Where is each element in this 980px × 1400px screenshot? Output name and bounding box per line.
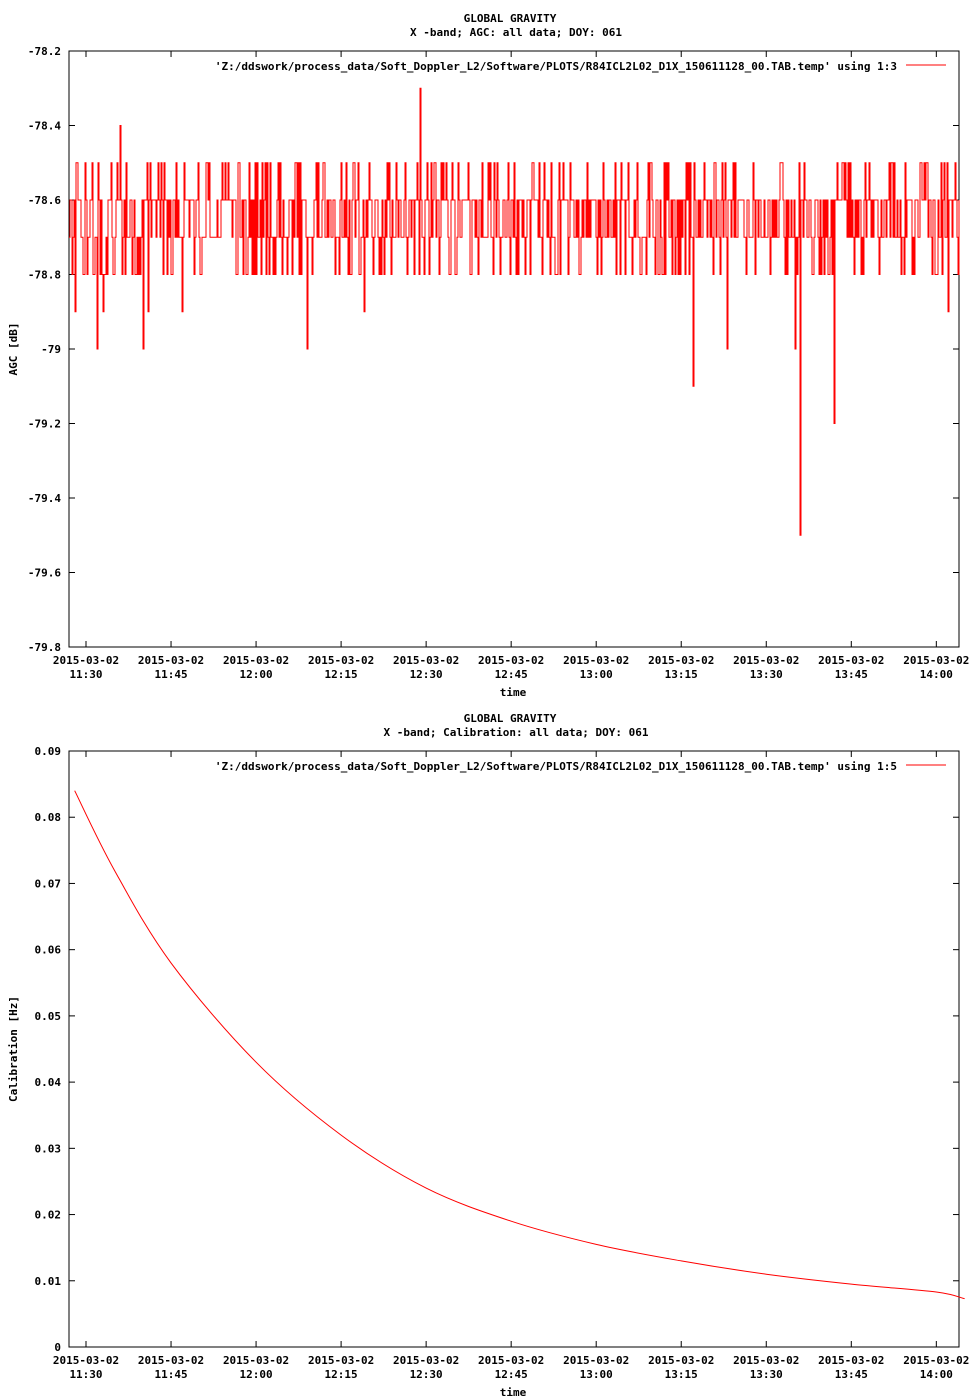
calibration-x-tick-time: 12:00 <box>240 1368 273 1381</box>
agc-x-axis: 2015-03-0211:302015-03-0211:452015-03-02… <box>53 51 969 681</box>
agc-chart-title: GLOBAL GRAVITY <box>464 12 557 25</box>
agc-x-tick-time: 13:30 <box>750 668 783 681</box>
agc-y-tick-label: -79.2 <box>28 418 61 431</box>
calibration-x-tick-time: 13:30 <box>750 1368 783 1381</box>
agc-y-axis-label: AGC [dB] <box>7 323 20 376</box>
calibration-x-tick-time: 12:45 <box>495 1368 528 1381</box>
agc-x-tick-date: 2015-03-02 <box>818 654 884 667</box>
agc-legend: 'Z:/ddswork/process_data/Soft_Doppler_L2… <box>215 60 946 73</box>
calibration-legend-label: 'Z:/ddswork/process_data/Soft_Doppler_L2… <box>215 760 897 773</box>
agc-y-tick-label: -79.4 <box>28 492 61 505</box>
calibration-series <box>74 790 965 1300</box>
calibration-y-tick-label: 0.01 <box>35 1275 62 1288</box>
calibration-x-tick-date: 2015-03-02 <box>478 1354 544 1367</box>
calibration-y-axis-label: Calibration [Hz] <box>7 996 20 1102</box>
agc-x-tick-time: 13:45 <box>835 668 868 681</box>
calibration-y-tick-label: 0.06 <box>35 944 62 957</box>
agc-x-tick-date: 2015-03-02 <box>563 654 629 667</box>
agc-y-tick-label: -78.4 <box>28 120 61 133</box>
agc-x-tick-date: 2015-03-02 <box>308 654 374 667</box>
calibration-legend: 'Z:/ddswork/process_data/Soft_Doppler_L2… <box>215 760 946 773</box>
agc-x-tick-time: 12:45 <box>495 668 528 681</box>
calibration-x-tick-date: 2015-03-02 <box>393 1354 459 1367</box>
agc-x-tick-date: 2015-03-02 <box>478 654 544 667</box>
calibration-x-tick-date: 2015-03-02 <box>138 1354 204 1367</box>
calibration-x-tick-date: 2015-03-02 <box>648 1354 714 1367</box>
agc-y-tick-label: -79.8 <box>28 641 61 654</box>
calibration-y-tick-label: 0.03 <box>35 1142 62 1155</box>
agc-x-tick-time: 12:15 <box>325 668 358 681</box>
agc-legend-label: 'Z:/ddswork/process_data/Soft_Doppler_L2… <box>215 60 897 73</box>
agc-x-axis-label: time <box>500 686 527 699</box>
agc-y-tick-label: -78.2 <box>28 45 61 58</box>
calibration-chart-title: GLOBAL GRAVITY <box>464 712 557 725</box>
calibration-chart-subtitle: X -band; Calibration: all data; DOY: 061 <box>384 726 649 739</box>
calibration-x-tick-time: 12:30 <box>410 1368 443 1381</box>
calibration-x-tick-time: 11:45 <box>154 1368 187 1381</box>
calibration-x-axis: 2015-03-0211:302015-03-0211:452015-03-02… <box>53 751 969 1381</box>
agc-x-tick-time: 13:00 <box>580 668 613 681</box>
calibration-x-tick-time: 13:45 <box>835 1368 868 1381</box>
agc-x-tick-date: 2015-03-02 <box>733 654 799 667</box>
calibration-x-tick-time: 13:15 <box>665 1368 698 1381</box>
calibration-series-line <box>74 790 965 1300</box>
calibration-y-tick-label: 0.04 <box>35 1076 62 1089</box>
agc-x-tick-date: 2015-03-02 <box>53 654 119 667</box>
calibration-x-tick-date: 2015-03-02 <box>733 1354 799 1367</box>
calibration-x-tick-date: 2015-03-02 <box>53 1354 119 1367</box>
agc-y-tick-label: -79 <box>41 343 61 356</box>
calibration-y-tick-label: 0.07 <box>35 877 62 890</box>
calibration-y-tick-label: 0.09 <box>35 745 62 758</box>
agc-x-tick-date: 2015-03-02 <box>648 654 714 667</box>
calibration-x-tick-date: 2015-03-02 <box>223 1354 289 1367</box>
agc-x-tick-date: 2015-03-02 <box>393 654 459 667</box>
agc-chart: GLOBAL GRAVITY X -band; AGC: all data; D… <box>7 12 969 699</box>
agc-x-tick-time: 11:30 <box>69 668 102 681</box>
calibration-y-tick-label: 0.08 <box>35 811 62 824</box>
agc-y-tick-label: -78.8 <box>28 269 61 282</box>
calibration-x-axis-label: time <box>500 1386 527 1399</box>
agc-x-tick-time: 11:45 <box>154 668 187 681</box>
agc-chart-subtitle: X -band; AGC: all data; DOY: 061 <box>410 26 622 39</box>
agc-x-tick-date: 2015-03-02 <box>903 654 969 667</box>
calibration-y-tick-label: 0.02 <box>35 1209 62 1222</box>
calibration-y-axis: 0.09 0.08 0.07 0.06 0.05 0.04 0.03 0.02 0.01 0 <box>35 745 959 1354</box>
calibration-x-tick-date: 2015-03-02 <box>818 1354 884 1367</box>
agc-x-tick-time: 12:00 <box>240 668 273 681</box>
calibration-y-tick-label: 0.05 <box>35 1010 62 1023</box>
calibration-plot-frame <box>68 750 960 1348</box>
calibration-x-tick-time: 13:00 <box>580 1368 613 1381</box>
calibration-x-tick-time: 12:15 <box>325 1368 358 1381</box>
calibration-chart: GLOBAL GRAVITY X -band; Calibration: all… <box>7 712 969 1399</box>
agc-x-tick-date: 2015-03-02 <box>223 654 289 667</box>
agc-y-axis: -78.2 -78.4 -78.6 -78.8 -79 -79.2 -79.4 -79.6 -7… <box>28 45 959 654</box>
calibration-x-tick-time: 14:00 <box>920 1368 953 1381</box>
calibration-x-tick-date: 2015-03-02 <box>903 1354 969 1367</box>
calibration-x-tick-date: 2015-03-02 <box>563 1354 629 1367</box>
agc-series-line <box>69 87 960 536</box>
calibration-y-tick-label: 0 <box>54 1341 61 1354</box>
agc-x-tick-date: 2015-03-02 <box>138 654 204 667</box>
agc-x-tick-time: 14:00 <box>920 668 953 681</box>
calibration-x-tick-time: 11:30 <box>69 1368 102 1381</box>
agc-x-tick-time: 13:15 <box>665 668 698 681</box>
agc-y-tick-label: -79.6 <box>28 567 61 580</box>
calibration-x-tick-date: 2015-03-02 <box>308 1354 374 1367</box>
agc-x-tick-time: 12:30 <box>410 668 443 681</box>
agc-y-tick-label: -78.6 <box>28 194 61 207</box>
agc-series <box>69 87 960 536</box>
